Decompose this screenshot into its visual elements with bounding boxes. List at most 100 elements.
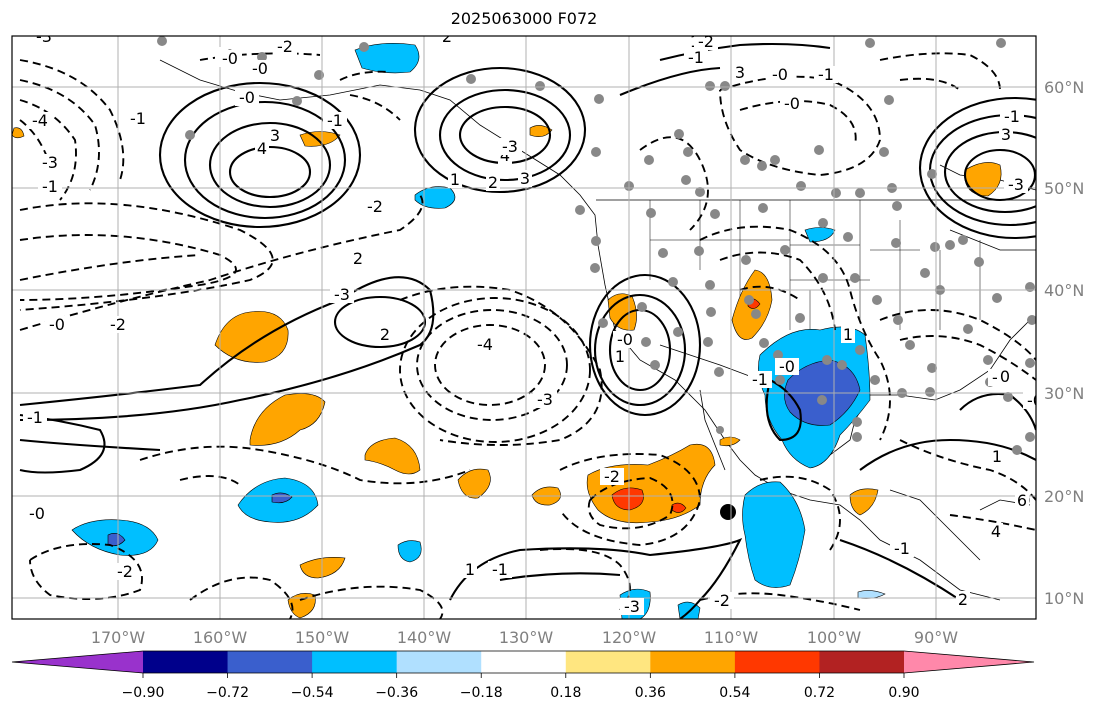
colorbar-tick-label: −0.18 — [460, 685, 503, 701]
contour-label: -0 — [222, 49, 238, 68]
contour-label-bg — [488, 561, 512, 578]
contour-label-bg — [841, 326, 855, 343]
contour-label: 2 — [958, 590, 968, 609]
contour-label-bg — [989, 523, 1003, 540]
contour-label: -3 — [1008, 175, 1024, 194]
gridlines — [12, 36, 1036, 619]
contour-label: 2 — [442, 27, 452, 46]
contour-label-bg — [25, 505, 49, 522]
contour-label: -1 — [818, 65, 834, 84]
contour-label-bg — [733, 64, 747, 81]
contour-label-bg — [255, 140, 269, 157]
colorbar-tick-label: 0.18 — [550, 685, 581, 701]
contour-label: 2 — [488, 173, 498, 192]
contour-label: -0 — [617, 330, 633, 349]
contour-label: -3 — [624, 597, 640, 616]
contours-positive — [19, 42, 1036, 619]
contour-label: -2 — [277, 37, 293, 56]
shading-cold — [71, 43, 886, 619]
contour-label-bg — [1004, 176, 1028, 193]
map-field: -32-2-4-3-1-034-1-0-14-323-212-0-2-32-4-… — [12, 27, 1043, 619]
station-dots — [157, 36, 1036, 505]
contour-label-bg — [780, 95, 804, 112]
contour-label: -1 — [492, 560, 508, 579]
contour-label: -2 — [117, 562, 133, 581]
contour-label: -2 — [698, 32, 714, 51]
lon-tick-label: 120°W — [602, 628, 657, 647]
contour-label-bg — [273, 38, 297, 55]
lat-tick-label: 20°N — [1044, 487, 1084, 506]
colorbar-tick-label: −0.54 — [291, 685, 334, 701]
longitude-tick-labels: 170°W 160°W 150°W 140°W 130°W 120°W 110°W 100°W… — [91, 628, 958, 647]
contour-label-bg — [600, 468, 624, 485]
contour-label: -0 — [29, 504, 45, 523]
lat-tick-label: 40°N — [1044, 281, 1084, 300]
contour-label-bg — [1015, 492, 1029, 509]
contour-label-bg — [613, 331, 637, 348]
contour-label: 4 — [991, 522, 1001, 541]
colorbar-segment — [312, 651, 398, 673]
contour-label-bg — [775, 358, 799, 375]
lon-tick-label: 160°W — [193, 628, 248, 647]
contour-label-bg — [38, 178, 62, 195]
contour-label: 3 — [735, 63, 745, 82]
colorbar-segment — [227, 651, 313, 673]
colorbar-segment — [481, 651, 567, 673]
contour-label: -2 — [367, 197, 383, 216]
colorbar: −0.90 −0.72 −0.54 −0.36 −0.18 0.18 0.36 0.54 0.7… — [11, 650, 1035, 701]
colorbar-segment — [650, 651, 736, 673]
lon-tick-label: 140°W — [397, 628, 452, 647]
contour-label: 0 — [1000, 367, 1010, 386]
contour-label: 4 — [257, 139, 267, 158]
contour-label-bg — [126, 110, 150, 127]
contour-label: 1 — [450, 170, 460, 189]
contour-label: -1 — [42, 177, 58, 196]
contour-label: 2 — [353, 249, 363, 268]
contour-label-bg — [768, 66, 792, 83]
colorbar-tick-label: −0.90 — [122, 685, 165, 701]
contour-label-bg — [45, 316, 69, 333]
map-frame — [11, 35, 1037, 620]
colorbar-extend-low — [12, 651, 143, 673]
contour-label-bg — [613, 348, 627, 365]
contour-label: -2 — [604, 467, 620, 486]
shading-warm — [12, 125, 1002, 619]
contour-label-bg — [890, 540, 914, 557]
contour-label: -0 — [239, 88, 255, 107]
lon-tick-label: 170°W — [91, 628, 146, 647]
contour-label: -1 — [894, 539, 910, 558]
map-title: 2025063000 F072 — [450, 9, 598, 28]
point-marker — [720, 504, 736, 520]
contour-label-bg — [999, 126, 1013, 143]
contour-label: 2 — [380, 325, 390, 344]
contour-label: 6 — [1017, 491, 1027, 510]
colorbar-tick-label: −0.72 — [206, 685, 249, 701]
colorbar-extend-high — [904, 651, 1034, 673]
contour-label-bg — [518, 170, 532, 187]
contour-label: -1 — [688, 48, 704, 67]
lon-tick-label: 100°W — [807, 628, 862, 647]
contour-label: -1 — [1004, 107, 1020, 126]
colorbar-segment — [819, 651, 905, 673]
contour-label-bg — [998, 368, 1012, 385]
lat-tick-label: 50°N — [1044, 179, 1084, 198]
contour-label: -1 — [130, 109, 146, 128]
contour-label: -2 — [714, 591, 730, 610]
contour-label-bg — [323, 112, 347, 129]
contour-label-bg — [498, 138, 522, 155]
contour-label: -2 — [110, 315, 126, 334]
colorbar-tick-label: 0.90 — [888, 685, 919, 701]
contour-label-bg — [748, 371, 772, 388]
contour-label-bg — [330, 286, 354, 303]
contour-label-bg — [38, 154, 62, 171]
contour-label-bg — [533, 391, 557, 408]
colorbar-tick-label: 0.72 — [804, 685, 835, 701]
contour-label-bg — [248, 60, 272, 77]
contour-label: -0 — [1027, 391, 1043, 410]
contour-label: -1 — [327, 111, 343, 130]
contour-label: -3 — [334, 285, 350, 304]
contour-label: -0 — [784, 94, 800, 113]
colorbar-segment — [143, 651, 229, 673]
contour-label-bg — [684, 49, 708, 66]
